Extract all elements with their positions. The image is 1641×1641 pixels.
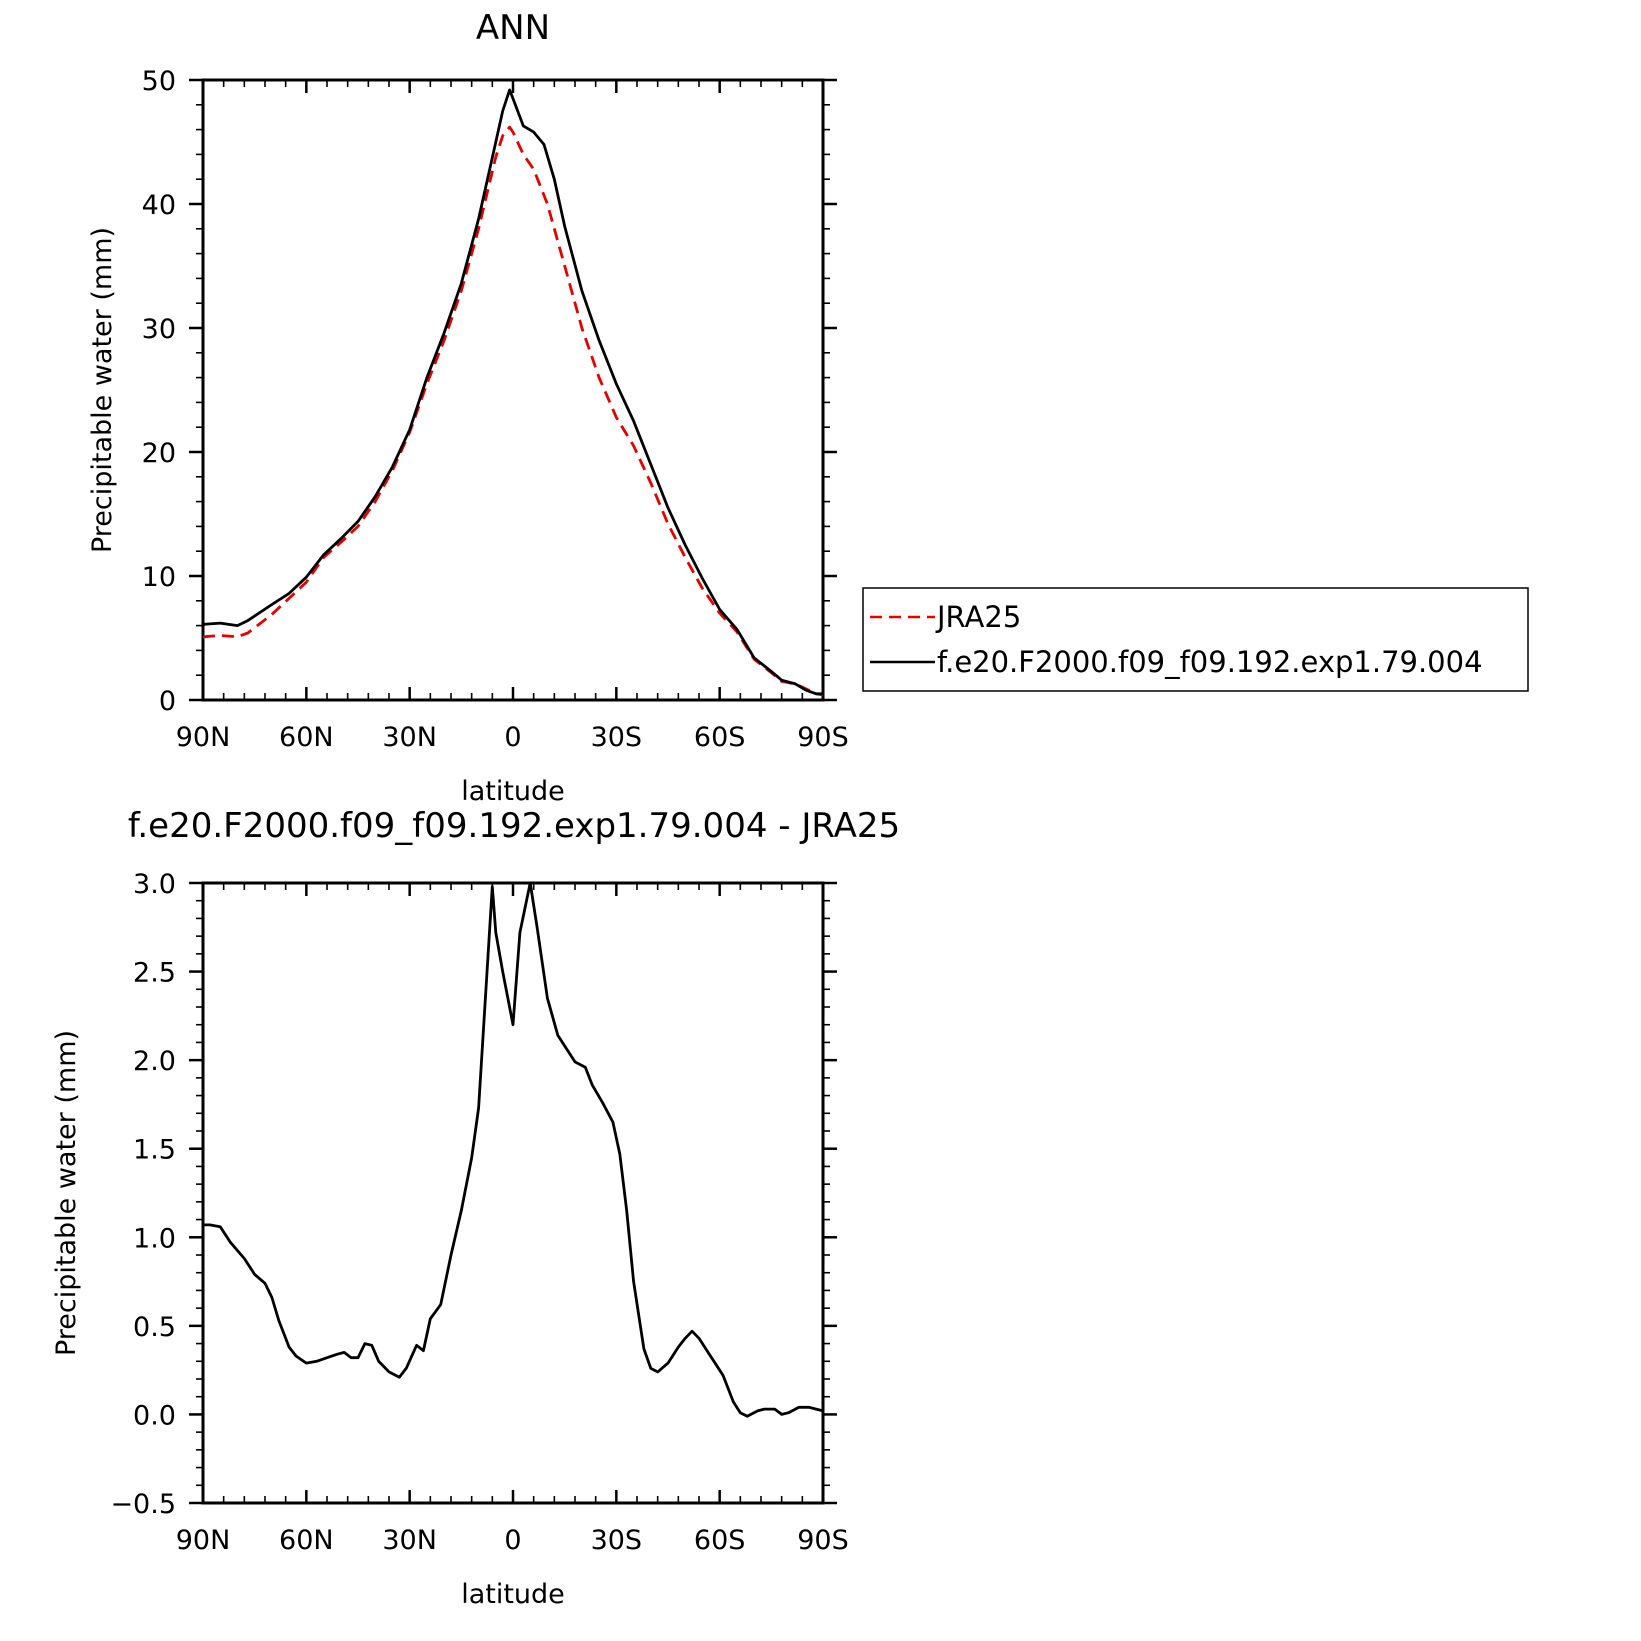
bottom-series-lines: [203, 881, 824, 1418]
bottom-x-axis-label: latitude: [461, 1579, 565, 1610]
top-y-tick-label: 30: [142, 314, 176, 345]
top-series-line-1: [202, 88, 823, 696]
top-x-tick-label: 60N: [279, 722, 334, 753]
top-x-axis-label: latitude: [461, 776, 565, 807]
bottom-x-tick-label: 60N: [279, 1525, 334, 1556]
top-panel: ANN 0 10 20 30 40 50 90N 60N 30N 0 30S 60S 90S lati…: [87, 8, 1529, 807]
bottom-x-tick-label: 60S: [694, 1525, 746, 1556]
legend-box: [862, 587, 1529, 692]
bottom-series-line-0: [203, 881, 824, 1418]
top-plot-frame: [201, 78, 825, 702]
bottom-plot-frame: [201, 881, 825, 1505]
bottom-y-tick-label: 2.0: [133, 1046, 176, 1077]
top-x-tick-label: 90S: [797, 722, 849, 753]
top-y-axis-label: Precipitable water (mm): [87, 227, 118, 553]
bottom-y-tick-label: 1.0: [133, 1223, 176, 1254]
top-y-tick-label: 40: [142, 190, 176, 221]
top-series-line-0: [202, 125, 824, 697]
top-x-tick-label: 90N: [176, 722, 231, 753]
bottom-y-axis-label: Precipitable water (mm): [51, 1030, 82, 1356]
bottom-x-tick-labels: 90N 60N 30N 0 30S 60S 90S: [176, 1525, 849, 1556]
top-y-tick-label: 20: [142, 438, 176, 469]
bottom-x-tick-label: 90S: [797, 1525, 849, 1556]
bottom-x-tick-label: 90N: [176, 1525, 231, 1556]
top-x-tick-label: 30S: [591, 722, 643, 753]
bottom-x-tick-label: 30N: [382, 1525, 437, 1556]
top-x-tick-labels: 90N 60N 30N 0 30S 60S 90S: [176, 722, 849, 753]
bottom-panel: f.e20.F2000.f09_f09.192.exp1.79.004 - JR…: [51, 806, 900, 1610]
bottom-y-tick-label: 1.5: [133, 1135, 176, 1166]
bottom-y-tick-label: 0.5: [133, 1312, 176, 1343]
bottom-y-tick-label: 3.0: [133, 869, 176, 900]
bottom-y-tick-label: 0.0: [133, 1400, 176, 1431]
top-y-tick-labels: 0 10 20 30 40 50: [142, 66, 176, 717]
bottom-tick-marks: [189, 881, 837, 1505]
top-x-tick-label: 60S: [694, 722, 746, 753]
bottom-y-tick-label: −0.5: [110, 1489, 176, 1520]
bottom-y-tick-label: 2.5: [133, 958, 176, 989]
bottom-y-tick-labels: −0.5 0.0 0.5 1.0 1.5 2.0 2.5 3.0: [110, 869, 176, 1520]
top-y-tick-label: 50: [142, 66, 176, 97]
top-series-lines: [202, 88, 824, 697]
top-tick-marks: [189, 78, 837, 702]
top-x-tick-label: 30N: [382, 722, 437, 753]
top-y-tick-label: 10: [142, 562, 176, 593]
bottom-x-tick-label: 0: [504, 1525, 521, 1556]
top-x-tick-label: 0: [504, 722, 521, 753]
bottom-x-tick-label: 30S: [591, 1525, 643, 1556]
legend-label-jra25: JRA25: [935, 600, 1021, 634]
top-y-tick-label: 0: [159, 686, 176, 717]
top-chart-title: ANN: [476, 8, 550, 48]
bottom-chart-title: f.e20.F2000.f09_f09.192.exp1.79.004 - JR…: [128, 806, 900, 846]
legend-label-model: f.e20.F2000.f09_f09.192.exp1.79.004: [937, 645, 1483, 679]
legend: JRA25 f.e20.F2000.f09_f09.192.exp1.79.00…: [862, 587, 1529, 692]
